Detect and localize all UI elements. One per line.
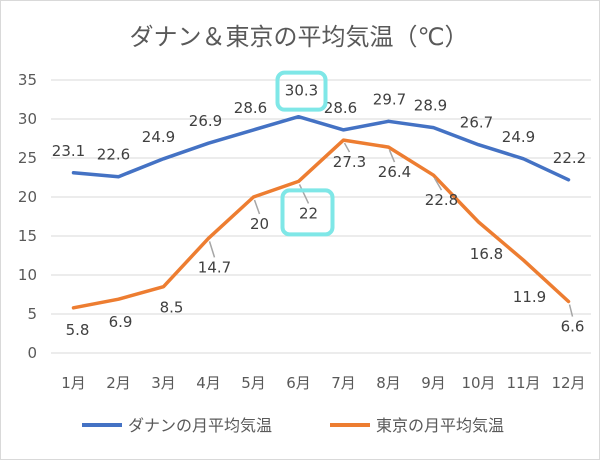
data-label: 24.9 xyxy=(142,128,175,146)
data-labels: 23.1 22.6 24.9 26.9 28.6 30.3 28.6 29.7 28.9 26.7… xyxy=(52,82,586,339)
legend-label: ダナンの月平均気温 xyxy=(128,416,272,435)
highlight-box xyxy=(280,188,335,237)
data-label: 30.3 xyxy=(285,82,318,100)
series-line-1 xyxy=(71,138,571,310)
x-tick-label: 6月 xyxy=(286,374,311,392)
x-tick-label: 9月 xyxy=(421,374,446,392)
data-label: 22 xyxy=(299,204,318,222)
x-tick-label: 3月 xyxy=(151,374,176,392)
highlight-boxes xyxy=(275,70,335,237)
data-label: 16.8 xyxy=(470,245,503,263)
y-axis: 0 5 10 15 20 25 30 35 xyxy=(18,71,37,362)
y-tick-label: 10 xyxy=(18,266,37,284)
data-label: 20 xyxy=(250,215,269,233)
data-label: 26.9 xyxy=(189,112,222,130)
chart-title: ダナン＆東京の平均気温（℃） xyxy=(130,23,469,51)
legend: ダナンの月平均気温 東京の月平均気温 xyxy=(82,416,504,435)
x-tick-label: 12月 xyxy=(551,374,585,392)
leader-lines xyxy=(208,142,574,317)
leader-line xyxy=(208,241,216,258)
x-tick-label: 1月 xyxy=(61,374,86,392)
highlight-box xyxy=(275,70,328,112)
leader-line xyxy=(343,142,351,153)
data-label: 22.8 xyxy=(425,191,458,209)
data-label: 26.7 xyxy=(460,114,493,132)
y-tick-label: 0 xyxy=(27,344,37,362)
leader-line xyxy=(433,177,443,191)
leader-line xyxy=(298,184,310,204)
y-tick-label: 5 xyxy=(27,305,37,323)
legend-item-0: ダナンの月平均気温 xyxy=(82,416,272,435)
y-tick-label: 30 xyxy=(18,110,37,128)
gridlines xyxy=(51,79,591,354)
y-tick-label: 25 xyxy=(18,149,37,167)
data-label: 28.6 xyxy=(234,99,267,117)
leader-line xyxy=(568,304,574,317)
leader-line xyxy=(253,199,261,215)
leader-line xyxy=(388,149,396,163)
data-label: 24.9 xyxy=(502,128,535,146)
y-tick-label: 15 xyxy=(18,227,37,245)
data-label: 28.6 xyxy=(324,99,357,117)
data-label: 8.5 xyxy=(160,299,184,317)
data-label: 5.8 xyxy=(66,321,90,339)
x-axis: 1月 2月 3月 4月 5月 6月 7月 8月 9月 10月 11月 12月 xyxy=(61,374,585,392)
x-tick-label: 10月 xyxy=(461,374,495,392)
series-line-0 xyxy=(71,114,571,182)
legend-item-1: 東京の月平均気温 xyxy=(330,416,504,435)
y-tick-label: 35 xyxy=(18,71,37,89)
y-tick-label: 20 xyxy=(18,188,37,206)
data-label: 6.6 xyxy=(561,318,585,336)
data-label: 26.4 xyxy=(378,163,411,181)
data-label: 27.3 xyxy=(333,153,366,171)
x-tick-label: 5月 xyxy=(241,374,266,392)
data-label: 6.9 xyxy=(109,313,133,331)
data-label: 29.7 xyxy=(373,90,406,108)
x-tick-label: 7月 xyxy=(331,374,356,392)
x-tick-label: 8月 xyxy=(376,374,401,392)
data-label: 22.2 xyxy=(553,149,586,167)
data-label: 14.7 xyxy=(198,258,231,276)
data-label: 28.9 xyxy=(414,97,447,115)
x-tick-label: 4月 xyxy=(196,374,221,392)
data-label: 11.9 xyxy=(513,288,546,306)
x-tick-label: 2月 xyxy=(106,374,131,392)
data-label: 22.6 xyxy=(97,146,130,164)
legend-label: 東京の月平均気温 xyxy=(376,416,504,435)
x-tick-label: 11月 xyxy=(506,374,540,392)
series-lines xyxy=(71,114,571,310)
data-label: 23.1 xyxy=(52,142,85,160)
